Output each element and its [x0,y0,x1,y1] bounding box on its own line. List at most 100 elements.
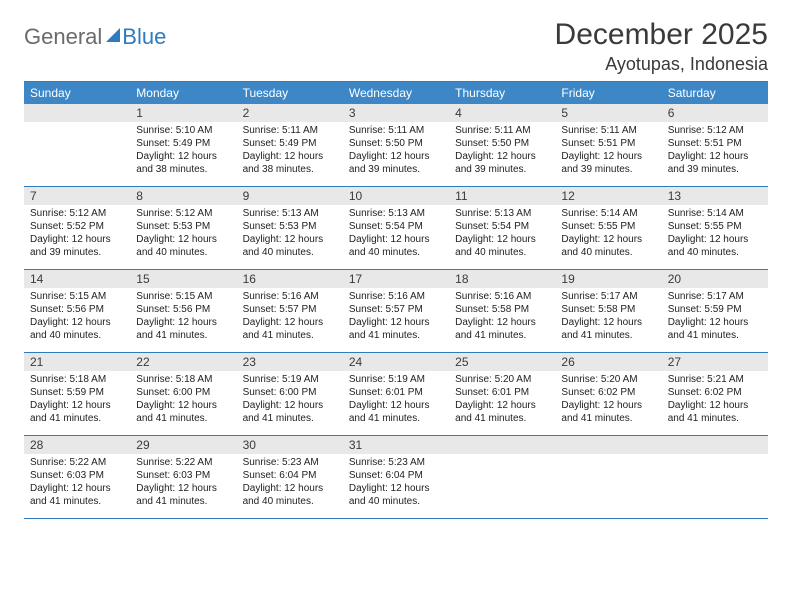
daylight-text: Daylight: 12 hours and 40 minutes. [349,233,443,259]
day-body: Sunrise: 5:15 AMSunset: 5:56 PMDaylight:… [130,288,236,346]
day-number [24,104,130,122]
sunrise-text: Sunrise: 5:10 AM [136,124,230,137]
brand-word-1: General [24,24,102,50]
day-cell: 1 Sunrise: 5:10 AMSunset: 5:49 PMDaylight… [130,104,236,186]
day-number: 2 [237,104,343,122]
daylight-text: Daylight: 12 hours and 40 minutes. [136,233,230,259]
sunrise-text: Sunrise: 5:16 AM [243,290,337,303]
day-cell: 30Sunrise: 5:23 AMSunset: 6:04 PMDayligh… [237,436,343,518]
page: General Blue December 2025 Ayotupas, Ind… [0,0,792,612]
day-body: Sunrise: 5:18 AMSunset: 6:00 PMDaylight:… [130,371,236,429]
daylight-text: Daylight: 12 hours and 41 minutes. [243,316,337,342]
day-cell [24,104,130,186]
title-block: December 2025 Ayotupas, Indonesia [555,18,768,75]
week-row: 7Sunrise: 5:12 AMSunset: 5:52 PMDaylight… [24,187,768,270]
sunrise-text: Sunrise: 5:21 AM [668,373,762,386]
day-cell: 24Sunrise: 5:19 AMSunset: 6:01 PMDayligh… [343,353,449,435]
day-body: Sunrise: 5:17 AMSunset: 5:59 PMDaylight:… [662,288,768,346]
daylight-text: Daylight: 12 hours and 38 minutes. [136,150,230,176]
sunset-text: Sunset: 5:50 PM [349,137,443,150]
sunset-text: Sunset: 5:59 PM [30,386,124,399]
sunrise-text: Sunrise: 5:12 AM [668,124,762,137]
day-body: Sunrise: 5:16 AMSunset: 5:57 PMDaylight:… [343,288,449,346]
week-row: 1Sunrise: 5:10 AMSunset: 5:49 PMDaylight… [24,104,768,187]
sunset-text: Sunset: 5:50 PM [455,137,549,150]
day-cell: 5Sunrise: 5:11 AMSunset: 5:51 PMDaylight… [555,104,661,186]
day-cell: 2Sunrise: 5:11 AMSunset: 5:49 PMDaylight… [237,104,343,186]
day-cell: 14Sunrise: 5:15 AMSunset: 5:56 PMDayligh… [24,270,130,352]
day-number: 16 [237,270,343,288]
sunrise-text: Sunrise: 5:11 AM [561,124,655,137]
sunrise-text: Sunrise: 5:12 AM [30,207,124,220]
day-number: 8 [130,187,236,205]
sunrise-text: Sunrise: 5:11 AM [243,124,337,137]
sunset-text: Sunset: 5:49 PM [243,137,337,150]
sunrise-text: Sunrise: 5:20 AM [561,373,655,386]
day-cell: 23Sunrise: 5:19 AMSunset: 6:00 PMDayligh… [237,353,343,435]
day-number: 28 [24,436,130,454]
day-header: Friday [555,82,661,104]
brand-word-2: Blue [122,24,166,50]
daylight-text: Daylight: 12 hours and 41 minutes. [455,316,549,342]
daylight-text: Daylight: 12 hours and 41 minutes. [136,316,230,342]
sunset-text: Sunset: 5:49 PM [136,137,230,150]
sunrise-text: Sunrise: 5:15 AM [136,290,230,303]
header: General Blue December 2025 Ayotupas, Ind… [24,18,768,75]
day-cell: 6 Sunrise: 5:12 AMSunset: 5:51 PMDaylight… [662,104,768,186]
daylight-text: Daylight: 12 hours and 39 minutes. [30,233,124,259]
sunrise-text: Sunrise: 5:19 AM [349,373,443,386]
daylight-text: Daylight: 12 hours and 40 minutes. [561,233,655,259]
day-cell: 13Sunrise: 5:14 AMSunset: 5:55 PMDayligh… [662,187,768,269]
day-number: 13 [662,187,768,205]
sunrise-text: Sunrise: 5:16 AM [455,290,549,303]
day-cell: 21Sunrise: 5:18 AMSunset: 5:59 PMDayligh… [24,353,130,435]
daylight-text: Daylight: 12 hours and 39 minutes. [349,150,443,176]
day-body: Sunrise: 5:11 AMSunset: 5:50 PMDaylight:… [449,122,555,180]
daylight-text: Daylight: 12 hours and 39 minutes. [668,150,762,176]
day-cell: 7Sunrise: 5:12 AMSunset: 5:52 PMDaylight… [24,187,130,269]
sunset-text: Sunset: 6:00 PM [136,386,230,399]
day-number: 6 [662,104,768,122]
day-body [662,454,768,460]
day-number: 19 [555,270,661,288]
day-cell [449,436,555,518]
sunset-text: Sunset: 5:56 PM [30,303,124,316]
day-header: Wednesday [343,82,449,104]
day-body: Sunrise: 5:19 AMSunset: 6:00 PMDaylight:… [237,371,343,429]
sunset-text: Sunset: 5:56 PM [136,303,230,316]
day-cell: 26Sunrise: 5:20 AMSunset: 6:02 PMDayligh… [555,353,661,435]
daylight-text: Daylight: 12 hours and 41 minutes. [136,482,230,508]
day-body: Sunrise: 5:23 AMSunset: 6:04 PMDaylight:… [343,454,449,512]
week-row: 21Sunrise: 5:18 AMSunset: 5:59 PMDayligh… [24,353,768,436]
sunrise-text: Sunrise: 5:14 AM [561,207,655,220]
daylight-text: Daylight: 12 hours and 41 minutes. [136,399,230,425]
sunrise-text: Sunrise: 5:17 AM [561,290,655,303]
day-body: Sunrise: 5:12 AMSunset: 5:53 PMDaylight:… [130,205,236,263]
day-cell [555,436,661,518]
daylight-text: Daylight: 12 hours and 40 minutes. [349,482,443,508]
day-body: Sunrise: 5:22 AMSunset: 6:03 PMDaylight:… [24,454,130,512]
sunset-text: Sunset: 6:02 PM [668,386,762,399]
day-cell: 3Sunrise: 5:11 AMSunset: 5:50 PMDaylight… [343,104,449,186]
sunrise-text: Sunrise: 5:13 AM [349,207,443,220]
sunrise-text: Sunrise: 5:13 AM [455,207,549,220]
daylight-text: Daylight: 12 hours and 41 minutes. [455,399,549,425]
day-number: 21 [24,353,130,371]
day-body: Sunrise: 5:20 AMSunset: 6:01 PMDaylight:… [449,371,555,429]
sunrise-text: Sunrise: 5:12 AM [136,207,230,220]
day-cell: 19Sunrise: 5:17 AMSunset: 5:58 PMDayligh… [555,270,661,352]
day-number: 1 [130,104,236,122]
day-number: 5 [555,104,661,122]
day-number: 15 [130,270,236,288]
sunset-text: Sunset: 5:51 PM [668,137,762,150]
day-body: Sunrise: 5:13 AMSunset: 5:54 PMDaylight:… [343,205,449,263]
day-number [555,436,661,454]
day-number: 29 [130,436,236,454]
day-body: Sunrise: 5:17 AMSunset: 5:58 PMDaylight:… [555,288,661,346]
sunset-text: Sunset: 6:00 PM [243,386,337,399]
day-body: Sunrise: 5:21 AMSunset: 6:02 PMDaylight:… [662,371,768,429]
sunset-text: Sunset: 5:54 PM [349,220,443,233]
day-number: 27 [662,353,768,371]
daylight-text: Daylight: 12 hours and 41 minutes. [561,399,655,425]
day-header: Monday [130,82,236,104]
